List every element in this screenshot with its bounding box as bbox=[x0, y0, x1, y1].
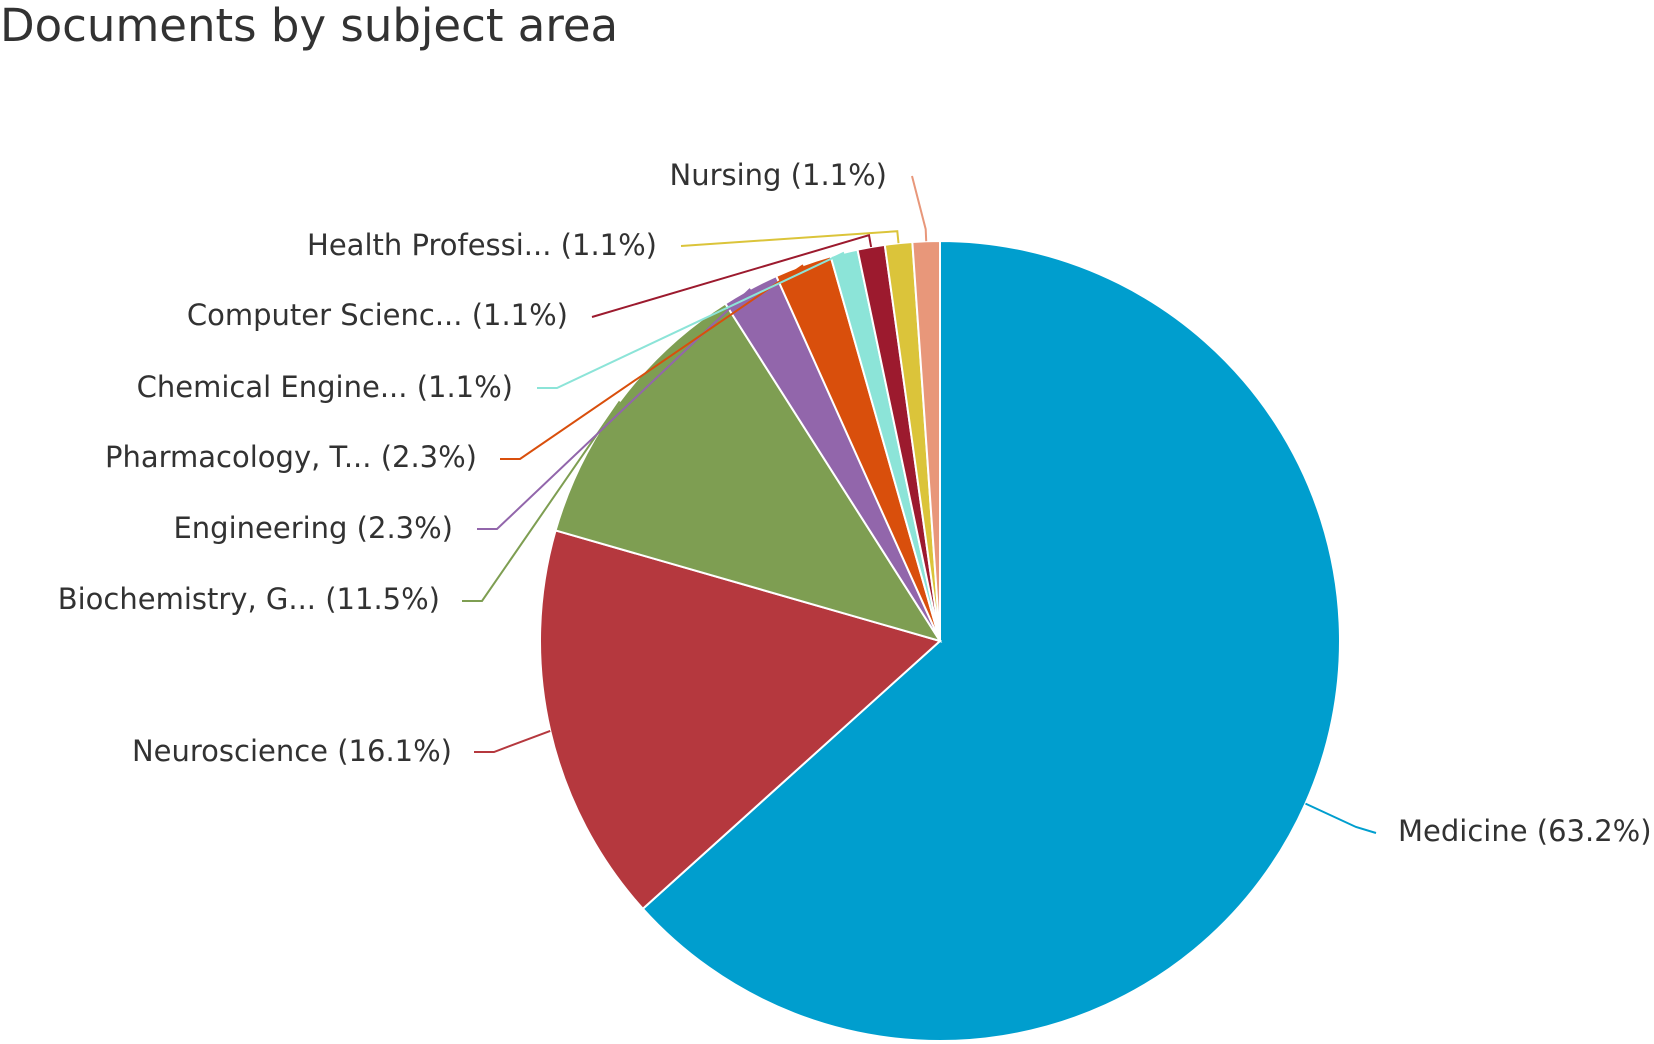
slice-label: Health Professi... (1.1%) bbox=[307, 228, 657, 262]
pie-slices bbox=[539, 239, 1341, 1042]
leader-lines bbox=[462, 175, 1377, 834]
leader-line bbox=[500, 264, 804, 460]
slice-label: Engineering (2.3%) bbox=[173, 511, 453, 545]
leader-line bbox=[680, 230, 900, 247]
pie-slice-neuroscience[interactable] bbox=[539, 529, 943, 911]
chart-title: Documents by subject area bbox=[0, 0, 619, 52]
pie-slice-medicine[interactable] bbox=[641, 239, 1341, 1042]
leader-line bbox=[474, 729, 551, 753]
leader-line bbox=[911, 175, 928, 242]
leader-line bbox=[477, 288, 751, 530]
slice-label: Computer Scienc... (1.1%) bbox=[187, 298, 568, 332]
leader-line bbox=[1305, 802, 1377, 834]
leader-line bbox=[462, 400, 621, 602]
slice-label: Nursing (1.1%) bbox=[670, 158, 887, 192]
leader-line bbox=[537, 251, 845, 389]
pie-slice-nursing[interactable] bbox=[911, 239, 941, 642]
slice-label: Chemical Engine... (1.1%) bbox=[137, 370, 513, 404]
slice-label: Biochemistry, G... (11.5%) bbox=[58, 582, 440, 616]
slice-labels: Medicine (63.2%) Neuroscience (16.1%) Bioc… bbox=[58, 158, 1652, 848]
slice-label: Medicine (63.2%) bbox=[1398, 814, 1652, 848]
slice-label: Pharmacology, T... (2.3%) bbox=[105, 440, 477, 474]
slice-label: Neuroscience (16.1%) bbox=[132, 734, 452, 768]
leader-line bbox=[591, 233, 873, 318]
